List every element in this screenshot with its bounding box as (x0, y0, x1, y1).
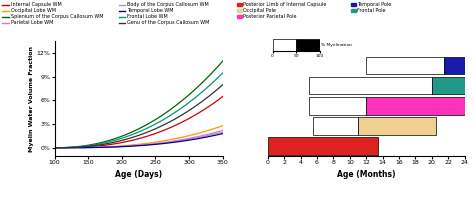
Bar (273, 39, 296, 51)
Bar (296, 39, 320, 51)
Bar (358, 117, 436, 135)
Legend: Temporal Pole, Frontal Pole: Temporal Pole, Frontal Pole (351, 2, 392, 13)
Text: % Myelination: % Myelination (321, 43, 352, 47)
Bar (309, 97, 366, 115)
Legend: Body of the Corpus Callosum WM, Temporal Lobe WM, Frontal Lobe WM, Genu of the C: Body of the Corpus Callosum WM, Temporal… (118, 2, 209, 25)
Bar (366, 57, 444, 74)
Bar (313, 117, 358, 135)
Bar (268, 138, 378, 155)
X-axis label: Age (Days): Age (Days) (115, 170, 162, 179)
Y-axis label: Myelin Water Volume Fraction: Myelin Water Volume Fraction (29, 46, 34, 151)
Bar (366, 97, 465, 115)
Bar (432, 77, 465, 95)
Legend: Internal Capsule WM, Occipital Lobe WM, Splenium of the Corpus Callosum WM, Pari: Internal Capsule WM, Occipital Lobe WM, … (2, 2, 103, 25)
Bar (309, 77, 432, 95)
Legend: Posterior Limb of Internal Capsule, Occipital Pole, Posterior Parietal Pole: Posterior Limb of Internal Capsule, Occi… (237, 2, 327, 19)
Bar (444, 57, 465, 74)
X-axis label: Age (Months): Age (Months) (337, 170, 395, 179)
